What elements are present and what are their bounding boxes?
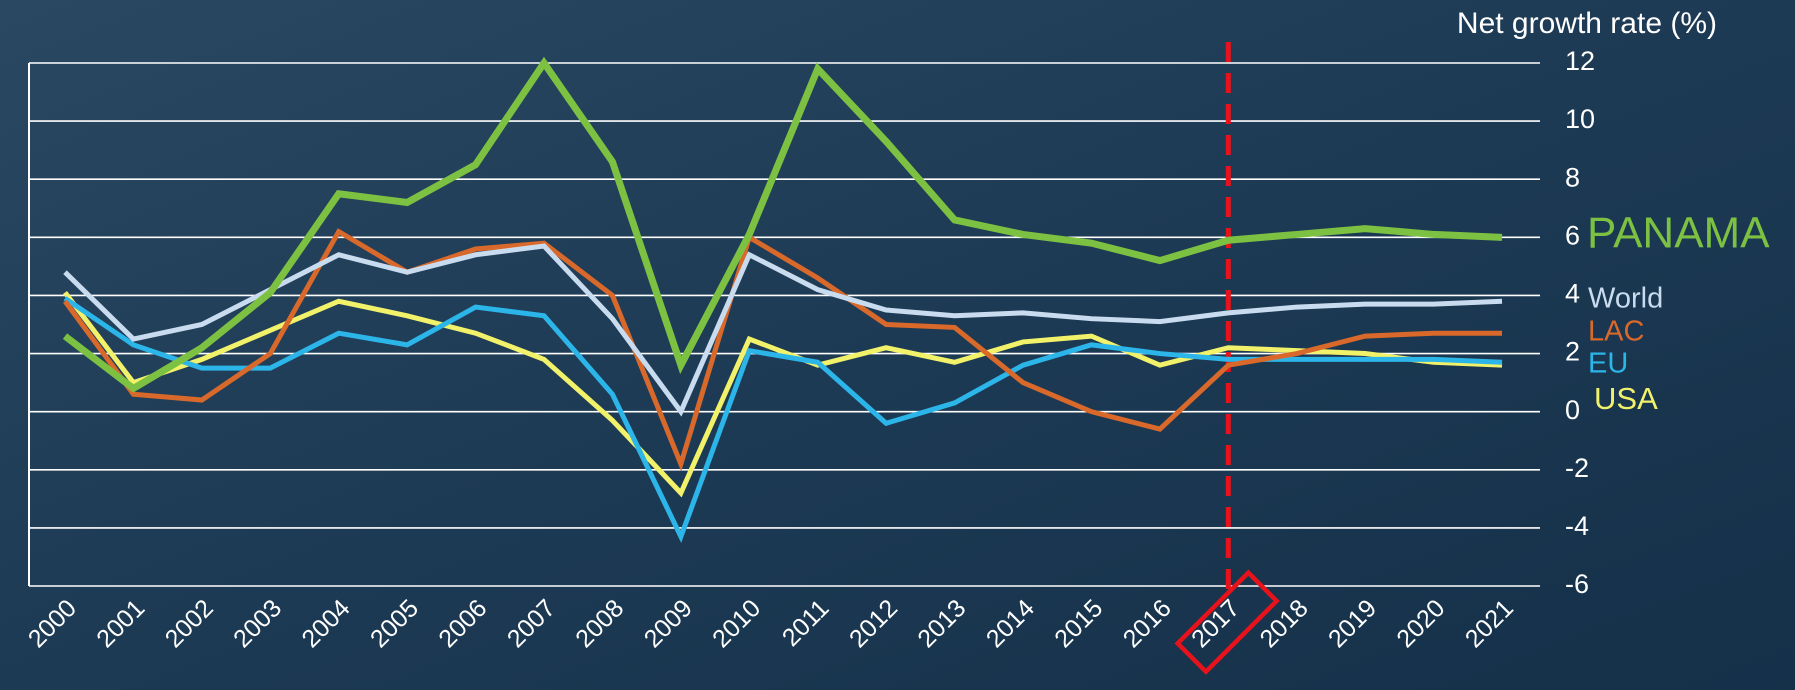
chart: Net growth rate (%) -6-4-202468101220002…	[0, 0, 1795, 690]
y-tick-label: 8	[1565, 162, 1580, 192]
y-tick-label: 6	[1565, 220, 1580, 250]
y-tick-label: 12	[1565, 46, 1595, 76]
y-tick-label: -6	[1565, 569, 1589, 599]
y-tick-label: 2	[1565, 337, 1580, 367]
y-tick-label: 10	[1565, 104, 1595, 134]
series-label: LAC	[1588, 316, 1644, 348]
y-tick-label: 0	[1565, 395, 1580, 425]
y-tick-label: 4	[1565, 279, 1580, 309]
series-label: USA	[1594, 381, 1658, 416]
y-tick-label: -4	[1565, 511, 1589, 541]
page: Net growth rate (%) -6-4-202468101220002…	[0, 0, 1795, 690]
series-label: EU	[1588, 348, 1628, 380]
series-label: World	[1588, 283, 1663, 315]
chart-title: Net growth rate (%)	[1457, 7, 1717, 40]
series-label: PANAMA	[1587, 209, 1770, 258]
y-tick-label: -2	[1565, 453, 1589, 483]
